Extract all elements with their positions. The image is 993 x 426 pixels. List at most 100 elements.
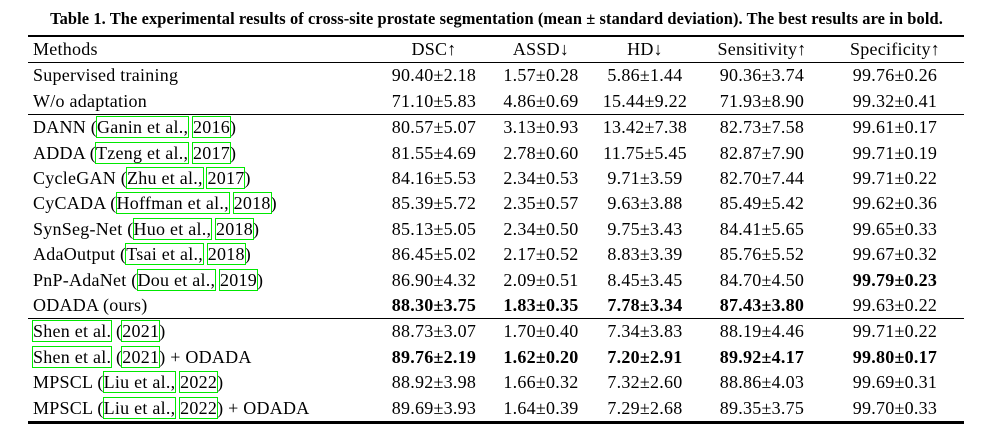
citation-link-box[interactable]: 2019 <box>218 268 258 291</box>
value-cell: 89.69±3.93 <box>391 397 477 418</box>
results-table-body: Supervised training 90.40±2.18 1.57±0.28 5.… <box>28 63 964 423</box>
col-header-specificity: Specificity↑ <box>826 36 964 64</box>
value-cell: 1.62±0.20 <box>503 346 579 367</box>
method-text: ) <box>217 372 224 393</box>
value-cell: 82.73±7.58 <box>719 117 805 138</box>
value-cell: 99.63±0.22 <box>826 293 964 320</box>
method-text: SynSeg-Net ( <box>33 218 134 239</box>
method-cell: Shen et al. (2021) <box>28 319 378 345</box>
value-cell: 88.92±3.98 <box>391 372 477 393</box>
method-text: CyCADA ( <box>33 193 117 214</box>
value-cell: 1.66±0.32 <box>503 372 579 393</box>
col-header-dsc: DSC↑ <box>378 36 490 64</box>
table-row: MPSCL (Liu et al., 2022) + ODADA 89.69±3.… <box>28 396 964 423</box>
value-cell: 8.83±3.39 <box>607 244 683 265</box>
method-cell: AdaOutput (Tsai et al., 2018) <box>28 242 378 267</box>
value-cell: 71.93±8.90 <box>698 88 826 116</box>
method-cell: ODADA (ours) <box>28 293 378 320</box>
method-text: ADDA ( <box>33 142 96 163</box>
citation-link-box[interactable]: Liu et al., <box>102 371 177 394</box>
method-cell: Shen et al. (2021) + ODADA <box>28 345 378 370</box>
citation-link-box[interactable]: Zhu et al., <box>125 167 204 190</box>
method-text: ) <box>159 321 166 342</box>
method-text: MPSCL ( <box>33 397 104 418</box>
method-text: ) <box>270 193 277 214</box>
table-row: ODADA (ours) 88.30±3.75 1.83±0.35 7.78±3.34… <box>28 293 964 320</box>
value-cell: 11.75±5.45 <box>603 142 687 163</box>
citation-link-box[interactable]: Hoffman et al., <box>115 192 230 215</box>
value-cell: 99.62±0.36 <box>852 193 938 214</box>
method-text: ) + ODADA <box>159 346 252 367</box>
value-cell: 85.49±5.42 <box>719 193 805 214</box>
value-cell: 15.44±9.22 <box>592 88 698 116</box>
value-cell: 7.32±2.60 <box>607 372 683 393</box>
method-cell: Supervised training <box>28 63 378 89</box>
value-cell: 1.57±0.28 <box>503 65 579 86</box>
method-cell: MPSCL (Liu et al., 2022) <box>28 370 378 395</box>
method-cell: CycleGAN (Zhu et al., 2017) <box>28 166 378 191</box>
value-cell: 7.78±3.34 <box>592 293 698 320</box>
value-cell: 2.78±0.60 <box>503 142 579 163</box>
method-text <box>203 244 208 264</box>
citation-link-box[interactable]: 2017 <box>206 167 246 190</box>
method-text: ) <box>244 244 251 265</box>
method-cell: CyCADA (Hoffman et al., 2018) <box>28 191 378 216</box>
citation-link-box[interactable]: 2018 <box>214 217 254 240</box>
value-cell: 71.10±5.83 <box>378 88 490 116</box>
table-row: DANN (Ganin et al., 2016) 80.57±5.07 3.13±… <box>28 115 964 141</box>
value-cell: 99.70±0.33 <box>852 397 938 418</box>
value-cell: 9.63±3.88 <box>607 193 683 214</box>
value-cell: 9.75±3.43 <box>607 218 683 239</box>
col-header-sensitivity: Sensitivity↑ <box>698 36 826 64</box>
method-text: ) + ODADA <box>217 397 310 418</box>
method-text: AdaOutput ( <box>33 244 127 265</box>
value-cell: 9.71±3.59 <box>607 168 683 189</box>
value-cell: 99.61±0.17 <box>852 117 938 138</box>
value-cell: 80.57±5.07 <box>391 117 477 138</box>
citation-link-box[interactable]: Shen et al. <box>31 345 113 368</box>
value-cell: 85.13±5.05 <box>391 218 477 239</box>
citation-link-box[interactable]: 2022 <box>179 396 219 419</box>
value-cell: 87.43±3.80 <box>698 293 826 320</box>
citation-link-box[interactable]: Shen et al. <box>31 320 113 343</box>
method-text: Supervised training <box>33 65 179 86</box>
citation-link-box[interactable]: Ganin et al., <box>95 116 190 139</box>
citation-link-box[interactable]: Tzeng et al., <box>94 141 190 164</box>
method-cell: MPSCL (Liu et al., 2022) + ODADA <box>28 396 378 423</box>
method-text: ) <box>256 269 264 290</box>
table-row: ADDA (Tzeng et al., 2017) 81.55±4.69 2.78±… <box>28 141 964 166</box>
value-cell: 85.39±5.72 <box>391 193 477 214</box>
method-cell: DANN (Ganin et al., 2016) <box>28 115 378 141</box>
value-cell: 89.35±3.75 <box>719 397 805 418</box>
table-row: MPSCL (Liu et al., 2022) 88.92±3.98 1.66±0… <box>28 370 964 395</box>
citation-link-box[interactable]: 2018 <box>232 192 272 215</box>
citation-link-box[interactable]: 2017 <box>191 141 231 164</box>
method-text: ) <box>229 142 237 163</box>
method-cell: PnP-AdaNet (Dou et al., 2019) <box>28 268 378 293</box>
citation-link-box[interactable]: Dou et al., <box>136 268 217 291</box>
method-cell: W/o adaptation <box>28 88 378 116</box>
value-cell: 13.42±7.38 <box>602 117 688 138</box>
table-row: CycleGAN (Zhu et al., 2017) 84.16±5.53 2.3… <box>28 166 964 191</box>
citation-link-box[interactable]: 2018 <box>206 243 246 266</box>
value-cell: 99.32±0.41 <box>826 88 964 116</box>
value-cell: 82.70±7.44 <box>719 168 805 189</box>
col-header-hd: HD↓ <box>592 36 698 64</box>
value-cell: 8.45±3.45 <box>607 269 683 290</box>
citation-link-box[interactable]: 2022 <box>179 371 219 394</box>
value-cell: 2.17±0.52 <box>503 244 579 265</box>
citation-link-box[interactable]: 2016 <box>191 116 231 139</box>
value-cell: 89.76±2.19 <box>391 346 477 367</box>
method-text: PnP-AdaNet ( <box>33 269 138 290</box>
citation-link-box[interactable]: Huo et al., <box>132 217 213 240</box>
value-cell: 7.20±2.91 <box>607 346 683 367</box>
value-cell: 2.34±0.50 <box>503 218 579 239</box>
value-cell: 82.87±7.90 <box>719 142 805 163</box>
citation-link-box[interactable]: Liu et al., <box>102 396 177 419</box>
value-cell: 84.70±4.50 <box>719 269 805 290</box>
results-table: Methods DSC↑ ASSD↓ HD↓ Sensitivity↑ Spec… <box>28 35 964 425</box>
citation-link-box[interactable]: Tsai et al., <box>125 243 204 266</box>
citation-link-box[interactable]: 2021 <box>121 345 161 368</box>
citation-link-box[interactable]: 2021 <box>121 320 161 343</box>
table-row: PnP-AdaNet (Dou et al., 2019) 86.90±4.32 2… <box>28 268 964 293</box>
